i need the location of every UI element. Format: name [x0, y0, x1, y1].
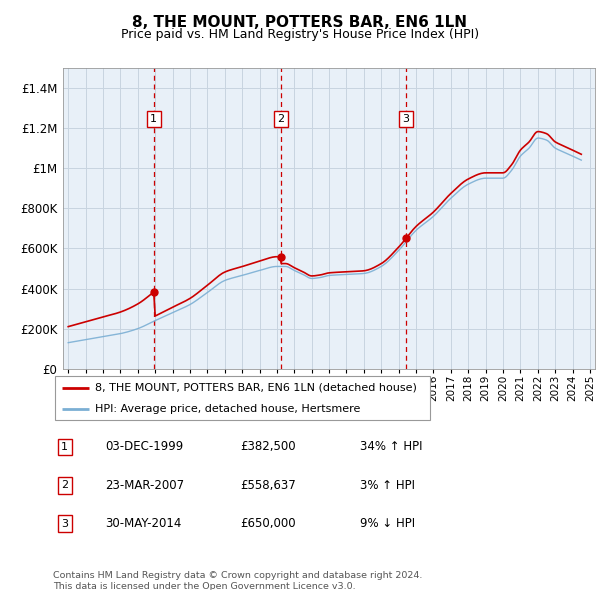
Text: 03-DEC-1999: 03-DEC-1999	[105, 440, 183, 454]
Text: 3% ↑ HPI: 3% ↑ HPI	[360, 478, 415, 492]
Text: 9% ↓ HPI: 9% ↓ HPI	[360, 517, 415, 530]
Text: 3: 3	[61, 519, 68, 529]
Text: £650,000: £650,000	[240, 517, 296, 530]
FancyBboxPatch shape	[55, 376, 430, 421]
Text: £382,500: £382,500	[240, 440, 296, 454]
Text: 3: 3	[403, 114, 409, 124]
Text: HPI: Average price, detached house, Hertsmere: HPI: Average price, detached house, Hert…	[95, 404, 360, 414]
Text: Contains HM Land Registry data © Crown copyright and database right 2024.: Contains HM Land Registry data © Crown c…	[53, 571, 422, 580]
Text: 8, THE MOUNT, POTTERS BAR, EN6 1LN: 8, THE MOUNT, POTTERS BAR, EN6 1LN	[133, 15, 467, 30]
Text: 34% ↑ HPI: 34% ↑ HPI	[360, 440, 422, 454]
Text: 8, THE MOUNT, POTTERS BAR, EN6 1LN (detached house): 8, THE MOUNT, POTTERS BAR, EN6 1LN (deta…	[95, 383, 416, 393]
Text: Price paid vs. HM Land Registry's House Price Index (HPI): Price paid vs. HM Land Registry's House …	[121, 28, 479, 41]
Text: 23-MAR-2007: 23-MAR-2007	[105, 478, 184, 492]
Text: 1: 1	[61, 442, 68, 452]
Text: This data is licensed under the Open Government Licence v3.0.: This data is licensed under the Open Gov…	[53, 582, 355, 590]
Text: 2: 2	[61, 480, 68, 490]
Text: £558,637: £558,637	[240, 478, 296, 492]
Text: 30-MAY-2014: 30-MAY-2014	[105, 517, 181, 530]
Text: 2: 2	[277, 114, 284, 124]
Text: 1: 1	[150, 114, 157, 124]
